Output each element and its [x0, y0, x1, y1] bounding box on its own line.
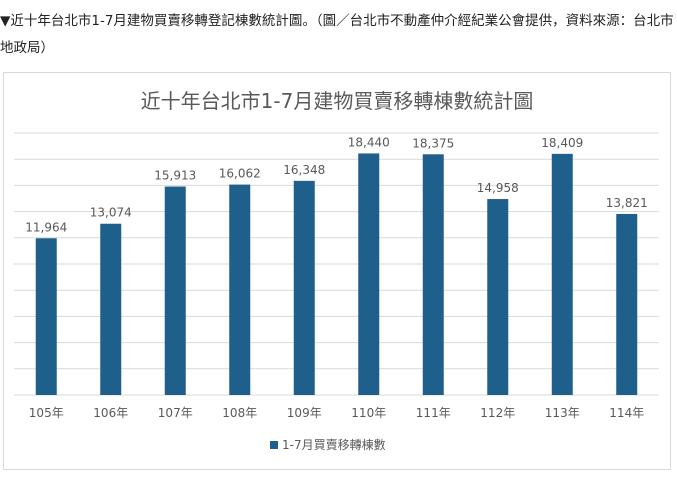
bar — [164, 186, 186, 395]
legend-swatch — [270, 441, 278, 449]
x-tick-label: 105年 — [29, 406, 64, 420]
data-label: 18,409 — [541, 136, 583, 150]
x-tick-label: 108年 — [222, 406, 257, 420]
data-label: 13,074 — [90, 206, 132, 220]
x-tick-label: 110年 — [351, 406, 386, 420]
x-tick-label: 111年 — [416, 406, 451, 420]
data-label: 14,958 — [477, 181, 519, 195]
bar — [100, 223, 122, 395]
legend-label: 1-7月買賣移轉棟數 — [282, 437, 386, 452]
figure-caption: ▼近十年台北市1-7月建物買賣移轉登記棟數統計圖。（圖／台北市不動產仲介經紀業公… — [0, 13, 674, 56]
chart-frame: 近十年台北市1-7月建物買賣移轉棟數統計圖 11,964 13,074 15,913… — [3, 72, 671, 470]
grid-lines — [14, 132, 659, 396]
bar — [422, 154, 444, 395]
x-tick-label: 107年 — [158, 406, 193, 420]
chart-title: 近十年台北市1-7月建物買賣移轉棟數統計圖 — [141, 89, 534, 113]
bar — [487, 199, 509, 395]
bar — [35, 238, 57, 395]
x-tick-label: 109年 — [287, 406, 322, 420]
data-label: 18,375 — [412, 136, 454, 150]
bar — [229, 184, 251, 395]
data-label: 15,913 — [154, 169, 196, 183]
data-labels: 11,964 13,074 15,913 16,062 16,348 18,440 18,3… — [25, 135, 648, 234]
bar — [358, 153, 380, 395]
data-label: 16,062 — [219, 167, 261, 181]
bar — [551, 153, 573, 395]
x-tick-label: 113年 — [545, 406, 580, 420]
bar-chart: 近十年台北市1-7月建物買賣移轉棟數統計圖 11,964 13,074 15,913… — [14, 89, 659, 452]
bar — [293, 180, 315, 395]
bar-series — [35, 153, 638, 395]
legend: 1-7月買賣移轉棟數 — [270, 437, 386, 452]
data-label: 11,964 — [25, 220, 67, 234]
x-axis-ticks: 105年 106年 107年 108年 109年 110年 111年 112年 113年 114年 — [29, 406, 644, 420]
data-label: 16,348 — [283, 163, 325, 177]
data-label: 13,821 — [606, 196, 648, 210]
x-tick-label: 114年 — [609, 406, 644, 420]
x-tick-label: 106年 — [93, 406, 128, 420]
data-label: 18,440 — [348, 135, 390, 149]
bar — [616, 213, 638, 395]
x-tick-label: 112年 — [480, 406, 515, 420]
